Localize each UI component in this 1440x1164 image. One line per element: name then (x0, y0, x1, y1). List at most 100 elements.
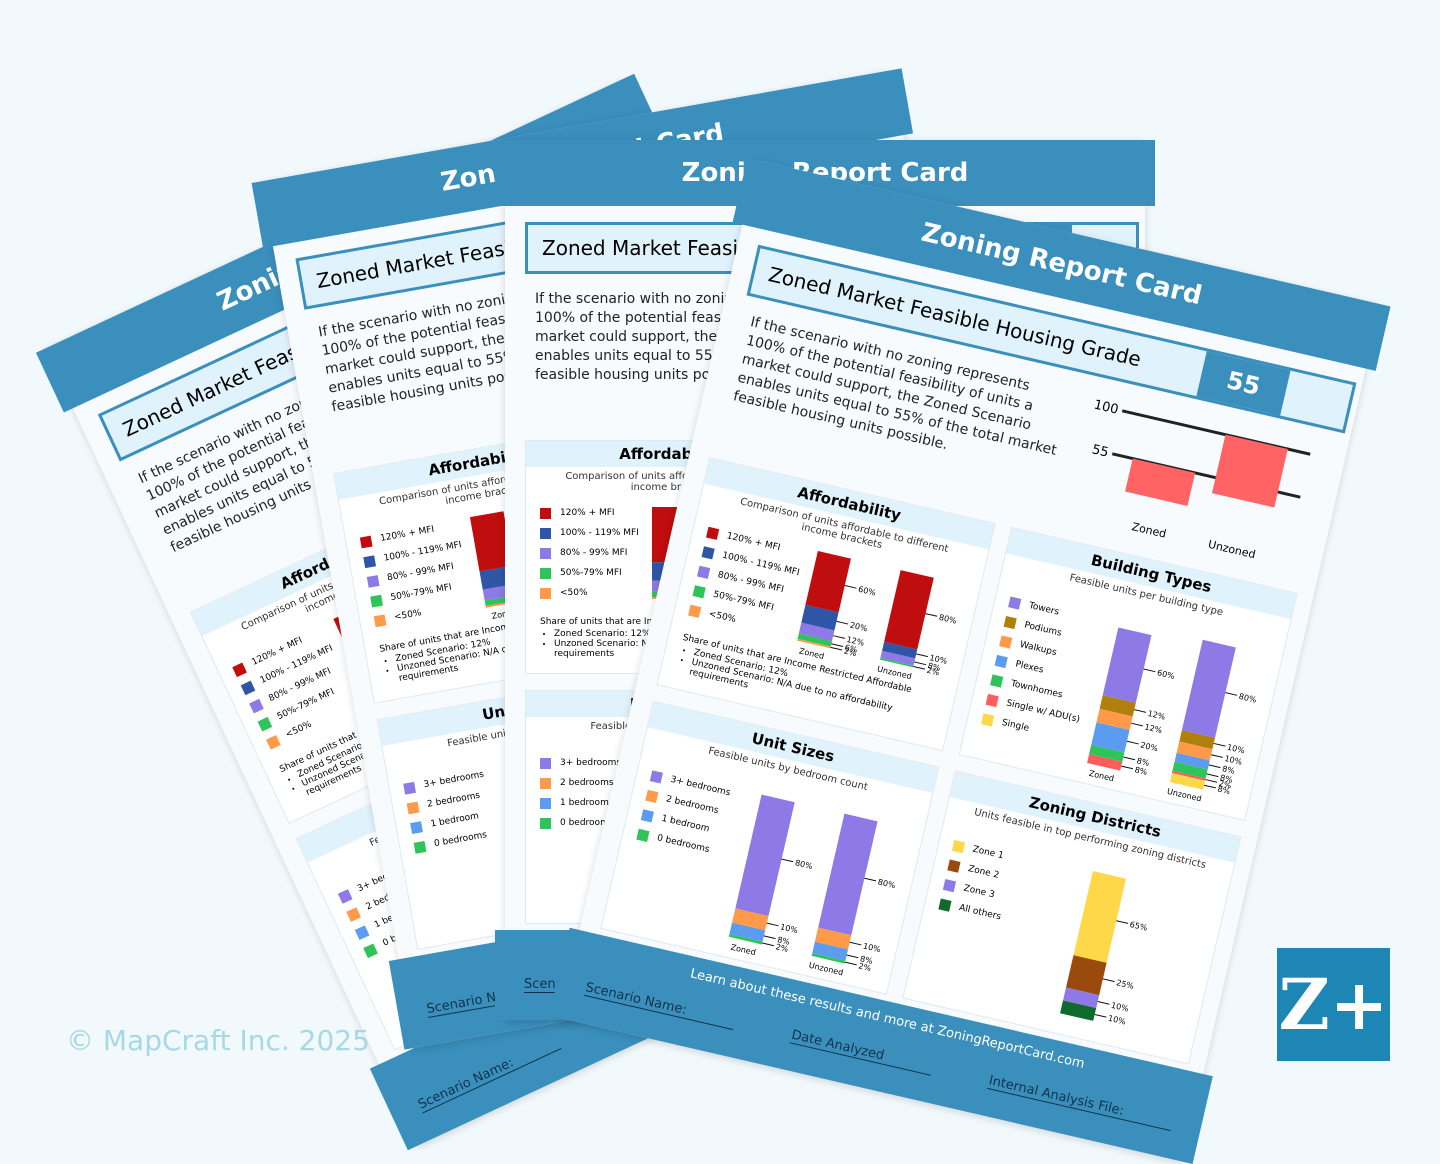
bar-segment (812, 941, 849, 961)
legend-label: 2 bedrooms (560, 778, 614, 788)
legend-label: <50% (393, 608, 423, 623)
legend-swatch (346, 906, 361, 922)
bar-segment (805, 550, 851, 613)
bar-label: Unzoned (808, 961, 844, 978)
leader-line (1123, 756, 1136, 761)
data-label: 60% (1156, 668, 1176, 681)
legend-label: 0 bedrooms (433, 830, 488, 850)
x-tick-label: Zoned (1130, 520, 1167, 541)
leader-line (1116, 920, 1129, 924)
grade-score: 55 (1196, 351, 1291, 416)
leader-line (1131, 722, 1143, 727)
legend-swatch (413, 840, 427, 854)
leader-line (836, 620, 849, 625)
leader-line (916, 653, 929, 658)
bar-segment (1171, 770, 1206, 781)
bar-label: Zoned (798, 646, 825, 660)
data-label: 10% (1226, 743, 1246, 756)
legend-swatch (540, 567, 551, 579)
data-label: 10% (1224, 754, 1244, 767)
bar-label: Zoned (1088, 769, 1115, 783)
legend-label: Plexes (1014, 659, 1045, 676)
legend-swatch (363, 554, 376, 568)
leader-line (844, 585, 857, 589)
legend: 120% + MFI 100% - 119% MFI 80% - 99% MFI 50… (359, 515, 474, 631)
data-label: 12% (1144, 722, 1164, 735)
legend-label: <50% (707, 609, 737, 626)
bar-segment (1172, 761, 1208, 779)
data-label: 10% (929, 653, 949, 666)
leader-line (1213, 742, 1226, 747)
legend-swatch (370, 594, 383, 608)
leader-line (1102, 978, 1115, 983)
legend-item: 1 bedroom (540, 793, 621, 813)
bar-segment (1063, 987, 1100, 1009)
data-label: 6% (844, 643, 859, 655)
bar-segment (1091, 722, 1130, 753)
data-label: 80% (794, 858, 814, 871)
leader-line (1203, 784, 1216, 789)
legend-label: 100% - 119% MFI (560, 528, 639, 538)
legend-swatch (232, 662, 247, 677)
legend-label: 0 bedrooms (560, 818, 614, 828)
legend-swatch (410, 820, 423, 834)
bar-segment (1102, 627, 1152, 703)
legend-swatch (540, 587, 551, 599)
legend-swatch (257, 716, 273, 732)
data-label: 10% (1110, 1001, 1130, 1014)
leader-line (1134, 709, 1147, 713)
legend-swatch (649, 769, 664, 784)
legend: Zone 1 Zone 2 Zone 3 All others (937, 835, 1016, 927)
legend: 3+ bedrooms 2 bedrooms 1 bedroom 0 bedrooms (540, 753, 621, 833)
legend-label: 50%-79% MFI (560, 568, 622, 578)
bar-segment (814, 927, 852, 950)
legend-swatch (359, 535, 373, 548)
bar-segment (884, 570, 934, 650)
legend-swatch (697, 565, 711, 579)
legend-swatch (640, 808, 655, 823)
legend-swatch (540, 817, 551, 829)
legend: 120% + MFI 100% - 119% MFI 80% - 99% MFI 50… (687, 522, 806, 642)
legend-item: 100% - 119% MFI (540, 523, 639, 543)
data-label: 10% (862, 941, 882, 954)
legend-swatch (706, 526, 720, 540)
legend-swatch (692, 584, 706, 598)
legend-swatch (248, 698, 264, 713)
legend-label: Single (1000, 717, 1031, 734)
data-label: 20% (849, 621, 869, 634)
legend-label: Zone 2 (967, 864, 1000, 881)
data-label: 10% (779, 922, 799, 935)
data-label: 2% (843, 647, 858, 659)
bar-label: Unzoned (1166, 787, 1202, 804)
data-label: 80% (877, 877, 897, 890)
leader-line (1205, 779, 1218, 783)
data-label: 2% (775, 942, 790, 954)
grid-line (1121, 409, 1311, 456)
legend-swatch (354, 924, 370, 940)
legend-swatch (688, 604, 702, 618)
bar-segment (818, 813, 878, 936)
data-label: 8% (1217, 784, 1232, 796)
panel-subtitle: Comparison of units affordable to differ… (565, 471, 779, 493)
legend-swatch (540, 507, 551, 519)
bar-segment (801, 604, 839, 631)
stacked-chart: 10%10% 25% 65% (1060, 871, 1149, 1027)
leader-line (925, 613, 938, 617)
legend-swatch (403, 781, 416, 795)
legend-label: Towers (1027, 600, 1061, 618)
leader-line (763, 935, 776, 940)
data-label: 8% (859, 954, 874, 966)
data-label: 10% (1107, 1014, 1127, 1027)
bar-segment (1174, 752, 1210, 770)
legend-swatch (240, 680, 256, 695)
bar-segment (1089, 744, 1125, 762)
legend-swatch (540, 757, 551, 769)
bar-segment (879, 657, 914, 668)
legend-swatch (1003, 615, 1017, 629)
note-item: Zoned Scenario: 12% (554, 629, 810, 639)
